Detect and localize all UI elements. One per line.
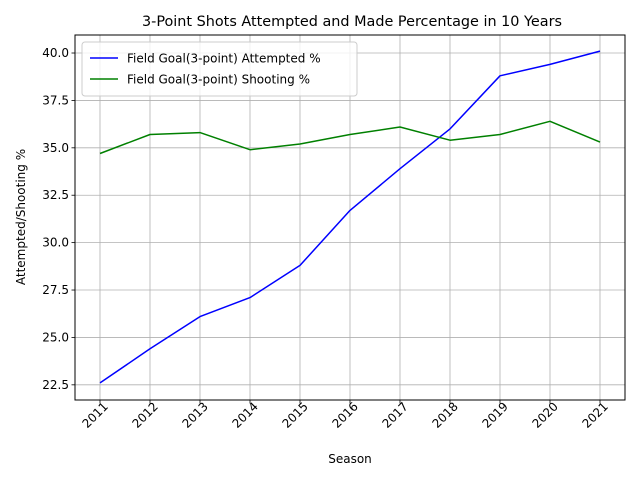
y-tick-label: 22.5 [42,378,69,392]
y-tick-label: 27.5 [42,283,69,297]
y-axis-label: Attempted/Shooting % [14,149,28,285]
series-line-1 [99,50,601,384]
x-axis-label: Season [328,452,372,466]
y-tick-label: 37.5 [42,93,69,107]
legend-box [81,41,358,97]
y-tick-label: 30.0 [42,236,69,250]
chart-title: 3-Point Shots Attempted and Made Percent… [142,14,562,30]
y-axis-ticks: 22.5 25.0 27.5 30.0 32.5 35.0 37.5 40.0 [42,46,75,392]
legend-label: Field Goal(3-point) Shooting % [127,73,310,87]
legend-label: Field Goal(3-point) Attempted % [127,52,321,66]
series-lines [99,50,601,384]
y-tick-label: 32.5 [42,188,69,202]
legend: Field Goal(3-point) Attempted % Field Goa… [81,41,358,97]
y-tick-label: 40.0 [42,46,69,60]
series-line-2 [99,120,601,155]
y-tick-label: 25.0 [42,330,69,344]
y-tick-label: 35.0 [42,141,69,155]
